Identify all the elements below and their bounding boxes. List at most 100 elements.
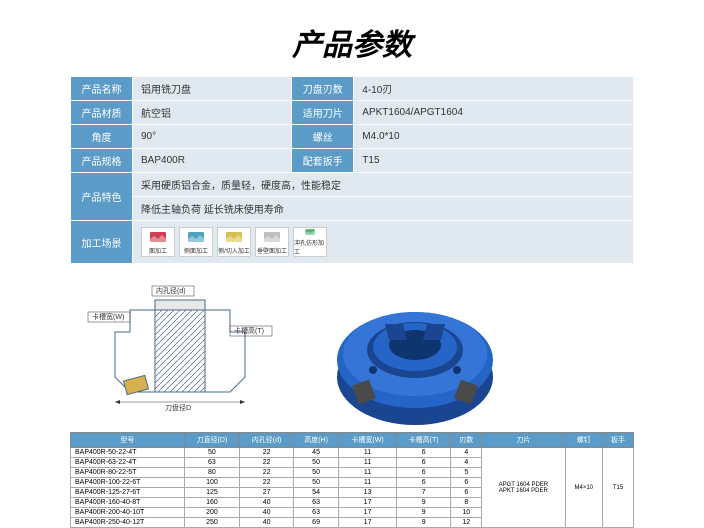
table-cell: 10 (451, 508, 482, 518)
table-cell: 7 (396, 488, 450, 498)
spec-table: 产品名称 铝用铣刀盘 刀盘刃数 4-10刃 产品材质 航空铝 适用刀片 APKT… (70, 76, 634, 264)
spec-value: 铝用铣刀盘 (133, 77, 292, 101)
process-icon: 冲孔仿形加工 (293, 227, 327, 257)
spec-label: 产品名称 (71, 77, 133, 101)
page-title: 产品参数 (70, 20, 634, 64)
table-header: 型号 (71, 433, 185, 448)
table-cell: 250 (184, 518, 240, 528)
table-cell: 22 (240, 468, 294, 478)
table-cell: 17 (339, 518, 397, 528)
table-cell: 63 (184, 458, 240, 468)
table-cell: BAP400R-100-22-6T (71, 478, 185, 488)
icons-cell: 面加工侧面加工侧/切入加工垂壁面加工冲孔仿形加工 (133, 221, 634, 264)
table-cell: 17 (339, 498, 397, 508)
dimensions-table: 型号刀直径(D)内孔径(d)高度(H)卡槽宽(W)卡槽高(T)刃数刀片螺钉扳手 … (70, 432, 634, 528)
process-icon: 侧/切入加工 (217, 227, 251, 257)
table-cell: BAP400R-63-22-4T (71, 458, 185, 468)
table-cell: 11 (339, 458, 397, 468)
table-cell: 11 (339, 448, 397, 458)
table-cell: 100 (184, 478, 240, 488)
spec-label: 角度 (71, 125, 133, 149)
table-cell: 45 (293, 448, 338, 458)
table-cell: 17 (339, 508, 397, 518)
spec-value: T15 (354, 149, 634, 173)
table-cell: BAP400R-200-40-10T (71, 508, 185, 518)
table-cell: 12 (451, 518, 482, 528)
table-cell: 6 (451, 488, 482, 498)
table-cell: 9 (396, 498, 450, 508)
table-cell: 40 (240, 508, 294, 518)
spec-value: 90° (133, 125, 292, 149)
spec-value: BAP400R (133, 149, 292, 173)
diagram-label: 刀盘径D (165, 403, 191, 412)
table-cell: 6 (396, 458, 450, 468)
table-cell: 69 (293, 518, 338, 528)
process-icon: 面加工 (141, 227, 175, 257)
table-cell: BAP400R-160-40-8T (71, 498, 185, 508)
table-cell: 40 (240, 518, 294, 528)
spec-label: 产品材质 (71, 101, 133, 125)
spec-label: 加工场景 (71, 221, 133, 264)
table-cell: 50 (293, 458, 338, 468)
table-cell: 11 (339, 468, 397, 478)
table-cell: 22 (240, 458, 294, 468)
spec-value: 降低主轴负荷 延长铣床使用寿命 (133, 197, 634, 221)
table-header: 高度(H) (293, 433, 338, 448)
table-cell: 22 (240, 478, 294, 488)
table-header: 刀直径(D) (184, 433, 240, 448)
table-cell: 50 (293, 468, 338, 478)
table-cell: 50 (184, 448, 240, 458)
table-header: 卡槽高(T) (396, 433, 450, 448)
process-icon: 垂壁面加工 (255, 227, 289, 257)
spec-value: 采用硬质铝合金，质量轻，硬度高，性能稳定 (133, 173, 634, 197)
table-cell: BAP400R-250-40-12T (71, 518, 185, 528)
table-cell: 13 (339, 488, 397, 498)
table-cell: 6 (451, 478, 482, 488)
table-cell: 22 (240, 448, 294, 458)
process-icon: 侧面加工 (179, 227, 213, 257)
table-cell: 200 (184, 508, 240, 518)
table-cell: 80 (184, 468, 240, 478)
product-photo (315, 282, 515, 437)
table-cell: 54 (293, 488, 338, 498)
spec-value: APKT1604/APGT1604 (354, 101, 634, 125)
spec-value: M4.0*10 (354, 125, 634, 149)
table-header: 扳手 (603, 433, 634, 448)
table-cell: 5 (451, 468, 482, 478)
table-cell: 63 (293, 498, 338, 508)
diagram-label: 卡槽高(T) (234, 326, 264, 335)
technical-diagram: 内孔径(d) 卡槽宽(W) 卡槽高(T) 刀盘径D (70, 282, 295, 427)
table-header: 内孔径(d) (240, 433, 294, 448)
table-cell: 6 (396, 468, 450, 478)
table-cell-merged: M4×10 (565, 448, 603, 528)
table-cell: BAP400R-80-22-5T (71, 468, 185, 478)
table-cell: 11 (339, 478, 397, 488)
table-cell: 4 (451, 448, 482, 458)
diagram-label: 卡槽宽(W) (92, 312, 124, 321)
spec-label: 产品规格 (71, 149, 133, 173)
diagram-label: 内孔径(d) (156, 286, 186, 295)
table-cell: 125 (184, 488, 240, 498)
table-cell: 40 (240, 498, 294, 508)
table-cell: 27 (240, 488, 294, 498)
table-cell: 6 (396, 478, 450, 488)
spec-label: 刀盘刃数 (292, 77, 354, 101)
table-cell: BAP400R-50-22-4T (71, 448, 185, 458)
table-header: 刀片 (482, 433, 565, 448)
table-cell: 63 (293, 508, 338, 518)
table-cell: 6 (396, 448, 450, 458)
spec-label: 产品特色 (71, 173, 133, 221)
table-cell: 160 (184, 498, 240, 508)
table-cell: BAP400R-125-27-6T (71, 488, 185, 498)
table-row: BAP400R-50-22-4T5022451164APGT 1604 PDER… (71, 448, 634, 458)
table-header: 刃数 (451, 433, 482, 448)
spec-label: 螺丝 (292, 125, 354, 149)
spec-label: 适用刀片 (292, 101, 354, 125)
table-header: 卡槽宽(W) (339, 433, 397, 448)
table-cell: 8 (451, 498, 482, 508)
table-cell-merged: T15 (603, 448, 634, 528)
table-cell: 9 (396, 508, 450, 518)
spec-label: 配套扳手 (292, 149, 354, 173)
spec-value: 4-10刃 (354, 77, 634, 101)
table-cell: 50 (293, 478, 338, 488)
